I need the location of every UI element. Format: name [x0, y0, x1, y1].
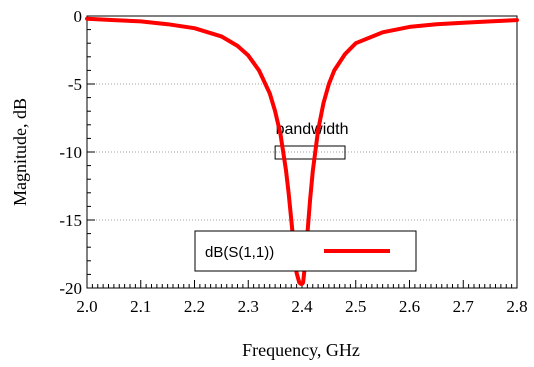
bandwidth-marker-box	[274, 145, 346, 160]
y-tick-label: -10	[59, 143, 82, 162]
legend: dB(S(1,1))	[194, 230, 417, 272]
x-axis-title: Frequency, GHz	[242, 340, 360, 360]
y-tick-labels: 0 -5 -10 -15 -20	[59, 7, 82, 298]
series-line-s11	[85, 16, 519, 286]
y-tick-label: 0	[74, 7, 83, 26]
grid	[87, 83, 517, 221]
x-tick-label: 2.4	[291, 297, 313, 316]
x-tick-label: 2.5	[345, 297, 366, 316]
legend-label-s11: dB(S(1,1))	[205, 244, 274, 261]
y-tick-label: -15	[59, 211, 82, 230]
ticks	[86, 15, 518, 289]
x-tick-label: 2.7	[453, 297, 475, 316]
x-tick-label: 2.0	[76, 297, 97, 316]
x-tick-label: 2.2	[184, 297, 205, 316]
x-tick-label: 2.3	[238, 297, 259, 316]
bandwidth-annotation: bandwidth	[276, 121, 349, 138]
y-tick-label: -5	[68, 75, 82, 94]
x-tick-label: 2.1	[130, 297, 151, 316]
y-axis-title: Magnitude, dB	[10, 98, 30, 206]
x-tick-labels: 2.0 2.1 2.2 2.3 2.4 2.5 2.6 2.7 2.8	[76, 297, 527, 316]
x-tick-label: 2.8	[506, 297, 527, 316]
y-tick-label: -20	[59, 279, 82, 298]
plot-area-frame	[86, 15, 518, 289]
x-tick-label: 2.6	[399, 297, 420, 316]
